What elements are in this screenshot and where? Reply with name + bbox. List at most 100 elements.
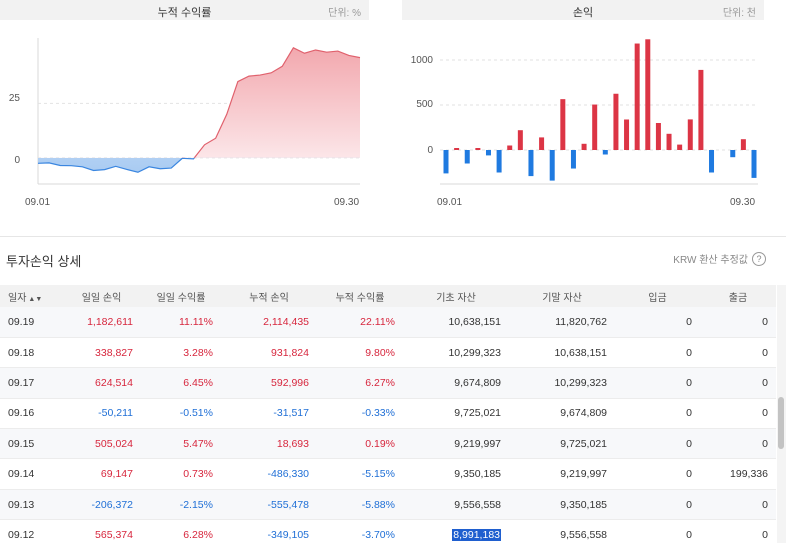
bar [613,93,619,150]
pnl-detail-table-wrap: 일자 ▲▼ 일일 손익 일일 수익률 누적 손익 누적 수익률 기초 자산 기말 … [0,285,776,543]
cumulative-return-chart: 25 0 09.01 09.30 [9,38,361,208]
deposit-cell: 0 [615,519,700,543]
help-icon[interactable]: ? [752,251,766,266]
scrollbar-thumb[interactable] [778,397,784,449]
begin-asset-cell: 9,219,997 [403,428,509,460]
withdraw-cell: 0 [700,428,776,460]
withdraw-cell: 0 [700,307,776,338]
bar [517,130,523,150]
x-tick-label: 09.30 [730,197,755,208]
daily-pnl-cell: 338,827 [62,337,141,369]
deposit-cell: 0 [615,489,700,521]
cum-pnl-cell: -31,517 [221,398,317,430]
deposit-cell: 0 [615,398,700,430]
cum-rate-cell: 0.19% [317,428,403,460]
date-cell: 09.12 [0,519,62,543]
date-cell: 09.18 [0,337,62,369]
date-cell: 09.14 [0,458,62,490]
column-header-daily-pnl: 일일 손익 [62,285,141,307]
cum-pnl-cell: -486,330 [221,458,317,490]
begin-asset-cell: 9,674,809 [403,367,509,399]
pnl-detail-table: 일자 ▲▼ 일일 손익 일일 수익률 누적 손익 누적 수익률 기초 자산 기말 … [0,285,776,543]
end-asset-cell: 10,299,323 [509,367,615,399]
y-tick-label: 0 [427,145,433,156]
column-header-cum-rate: 누적 수익률 [317,285,403,307]
column-header-deposit: 입금 [615,285,700,307]
sort-icon[interactable]: ▲▼ [28,295,43,303]
table-row[interactable]: 09.19 1,182,611 11.11% 2,114,435 22.11% 10,63… [0,307,776,338]
table-row[interactable]: 09.12 565,374 6.28% -349,105 -3.70% 8,991,183… [0,519,776,543]
bar [730,150,736,158]
cum-rate-cell: 6.27% [317,367,403,399]
date-cell: 09.15 [0,428,62,460]
column-header-end-asset: 기말 자산 [509,285,615,307]
cumulative-return-title: 누적 수익률 [157,7,212,19]
cum-pnl-cell: -349,105 [221,519,317,543]
daily-rate-cell: -0.51% [141,398,221,430]
bar [539,137,545,150]
krw-estimate-note: KRW 환산 추정값 ? [673,251,766,266]
table-row[interactable]: 09.16 -50,211 -0.51% -31,517 -0.33% 9,725,021… [0,398,776,430]
profit-loss-chart: 1000 500 0 09.01 09.30 [411,39,758,208]
cum-pnl-cell: 2,114,435 [221,307,317,338]
profit-loss-header: 손익 단위: 천 [402,0,764,20]
daily-rate-cell: 6.28% [141,519,221,543]
bar [528,150,534,177]
cum-pnl-cell: -555,478 [221,489,317,521]
table-row[interactable]: 09.17 624,514 6.45% 592,996 6.27% 9,674,809 10… [0,367,776,399]
bar [624,119,630,150]
deposit-cell: 0 [615,307,700,338]
withdraw-cell: 0 [700,367,776,399]
bar [464,150,470,164]
daily-rate-cell: 0.73% [141,458,221,490]
begin-asset-cell: 10,299,323 [403,337,509,369]
table-row[interactable]: 09.14 69,147 0.73% -486,330 -5.15% 9,350,185 9… [0,458,776,490]
bar [592,104,598,150]
y-tick-label: 25 [9,93,21,104]
end-asset-cell: 9,219,997 [509,458,615,490]
profit-loss-panel: 손익 단위: 천 1000 500 0 09.01 09.30 [402,0,764,225]
selected-text[interactable]: 8,991,183 [452,528,501,541]
daily-rate-cell: 5.47% [141,428,221,460]
cum-pnl-cell: 931,824 [221,337,317,369]
negative-area [38,157,360,173]
withdraw-cell: 0 [700,519,776,543]
daily-pnl-cell: 565,374 [62,519,141,543]
x-tick-label: 09.30 [334,197,359,208]
daily-pnl-cell: 624,514 [62,367,141,399]
deposit-cell: 0 [615,367,700,399]
deposit-cell: 0 [615,428,700,460]
daily-pnl-cell: -206,372 [62,489,141,521]
table-header-row: 일자 ▲▼ 일일 손익 일일 수익률 누적 손익 누적 수익률 기초 자산 기말 … [0,285,776,307]
bar [677,144,683,150]
table-row[interactable]: 09.18 338,827 3.28% 931,824 9.80% 10,299,323 1… [0,337,776,369]
end-asset-cell: 11,820,762 [509,307,615,338]
column-header-date[interactable]: 일자 ▲▼ [0,285,62,307]
bar [549,150,555,181]
withdraw-cell: 0 [700,489,776,521]
cum-rate-cell: 9.80% [317,337,403,369]
cum-pnl-cell: 18,693 [221,428,317,460]
y-tick-label: 1000 [411,55,434,66]
end-asset-cell: 9,556,558 [509,519,615,543]
bar [655,123,661,150]
withdraw-cell: 199,336 [700,458,776,490]
bar [602,150,608,155]
table-row[interactable]: 09.15 505,024 5.47% 18,693 0.19% 9,219,997 9,7… [0,428,776,460]
cumulative-return-header: 누적 수익률 단위: % [0,0,369,20]
daily-rate-cell: 11.11% [141,307,221,338]
daily-rate-cell: 3.28% [141,337,221,369]
daily-pnl-cell: -50,211 [62,398,141,430]
table-scrollbar[interactable] [777,285,786,543]
begin-asset-cell: 9,350,185 [403,458,509,490]
bar [709,150,715,173]
deposit-cell: 0 [615,337,700,369]
daily-pnl-cell: 69,147 [62,458,141,490]
bar [581,143,587,150]
y-tick-label: 0 [14,155,20,166]
positive-area [194,47,360,158]
positive-series-line [181,47,361,158]
cum-rate-cell: -5.88% [317,489,403,521]
table-row[interactable]: 09.13 -206,372 -2.15% -555,478 -5.88% 9,556,5… [0,489,776,521]
column-header-daily-rate: 일일 수익률 [141,285,221,307]
